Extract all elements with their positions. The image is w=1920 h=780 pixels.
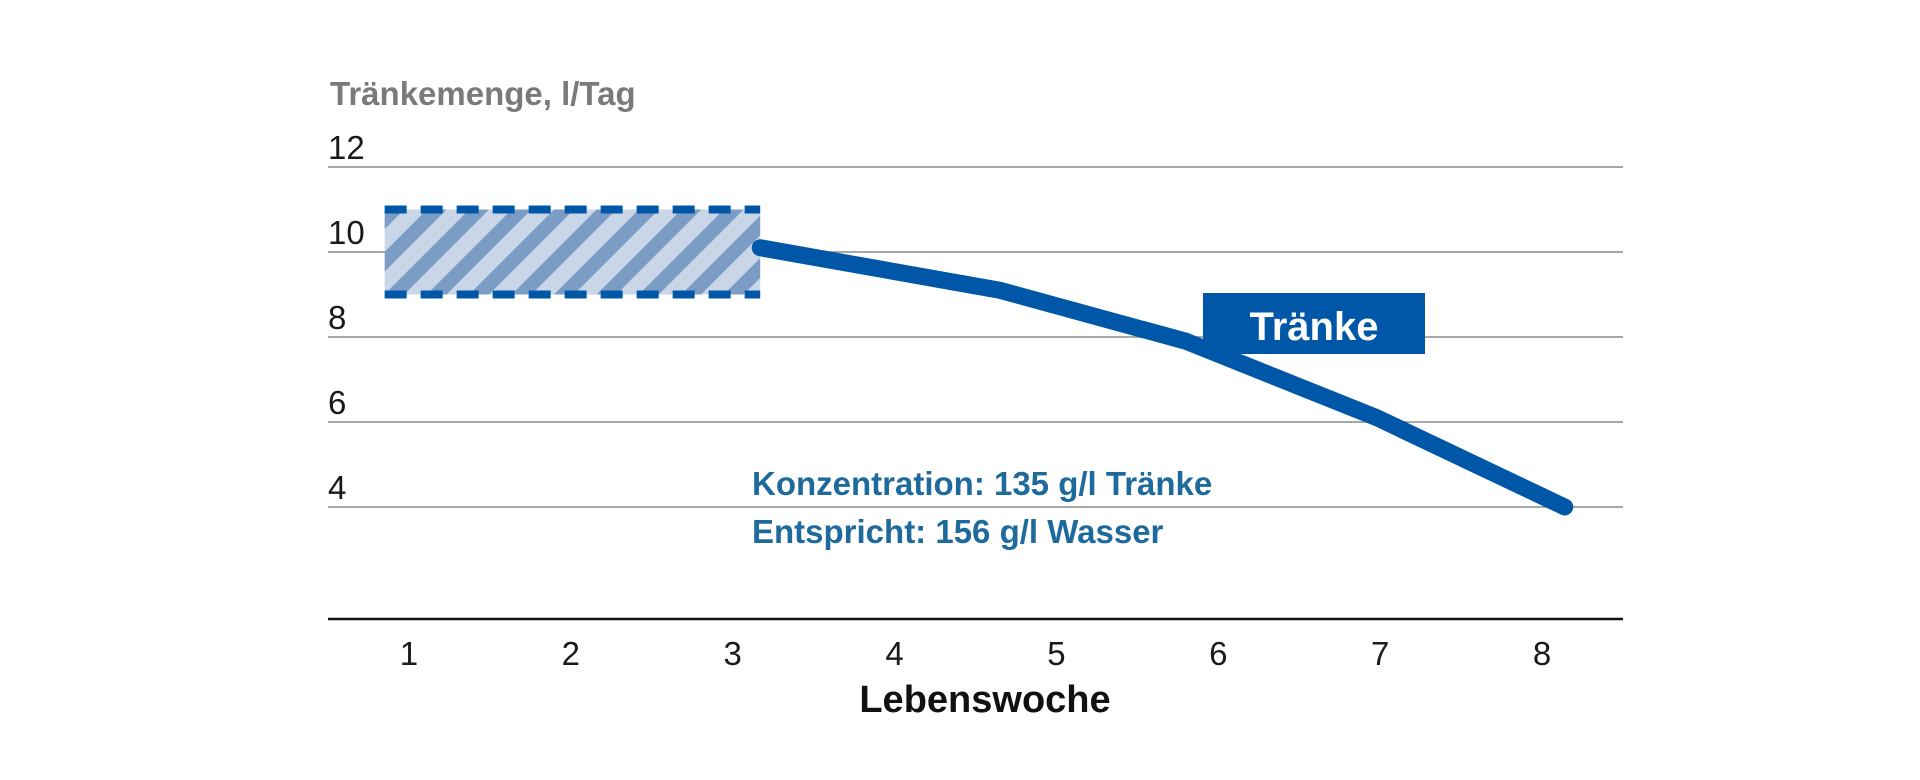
legend-box (1203, 293, 1425, 354)
x-axis-label: Lebenswoche (859, 679, 1110, 721)
range-band-layer (384, 205, 761, 299)
x-tick-label: 1 (400, 635, 418, 672)
series-layer (751, 239, 1574, 516)
range-band-fill (384, 209, 761, 295)
legend: Tränke (1203, 293, 1425, 354)
legend-label: Tränke (1250, 305, 1379, 349)
x-tick-label: 2 (562, 635, 580, 672)
y-tick-label: 4 (328, 469, 346, 506)
x-tick-label: 5 (1047, 635, 1065, 672)
y-tick-label: 6 (328, 384, 346, 421)
x-tick-label: 8 (1533, 635, 1551, 672)
y-tick-label: 8 (328, 299, 346, 336)
x-tick-label: 7 (1371, 635, 1389, 672)
annotation-concentration: Konzentration: 135 g/l Tränke (752, 465, 1212, 502)
y-tick-label: 10 (328, 214, 365, 251)
y-axis-label: Tränkemenge, l/Tag (330, 75, 636, 112)
y-tick-label: 12 (328, 129, 365, 166)
x-tick-label: 3 (724, 635, 742, 672)
x-tick-label: 4 (885, 635, 903, 672)
annotation-equivalent: Entspricht: 156 g/l Wasser (752, 513, 1164, 550)
x-tick-label: 6 (1209, 635, 1227, 672)
